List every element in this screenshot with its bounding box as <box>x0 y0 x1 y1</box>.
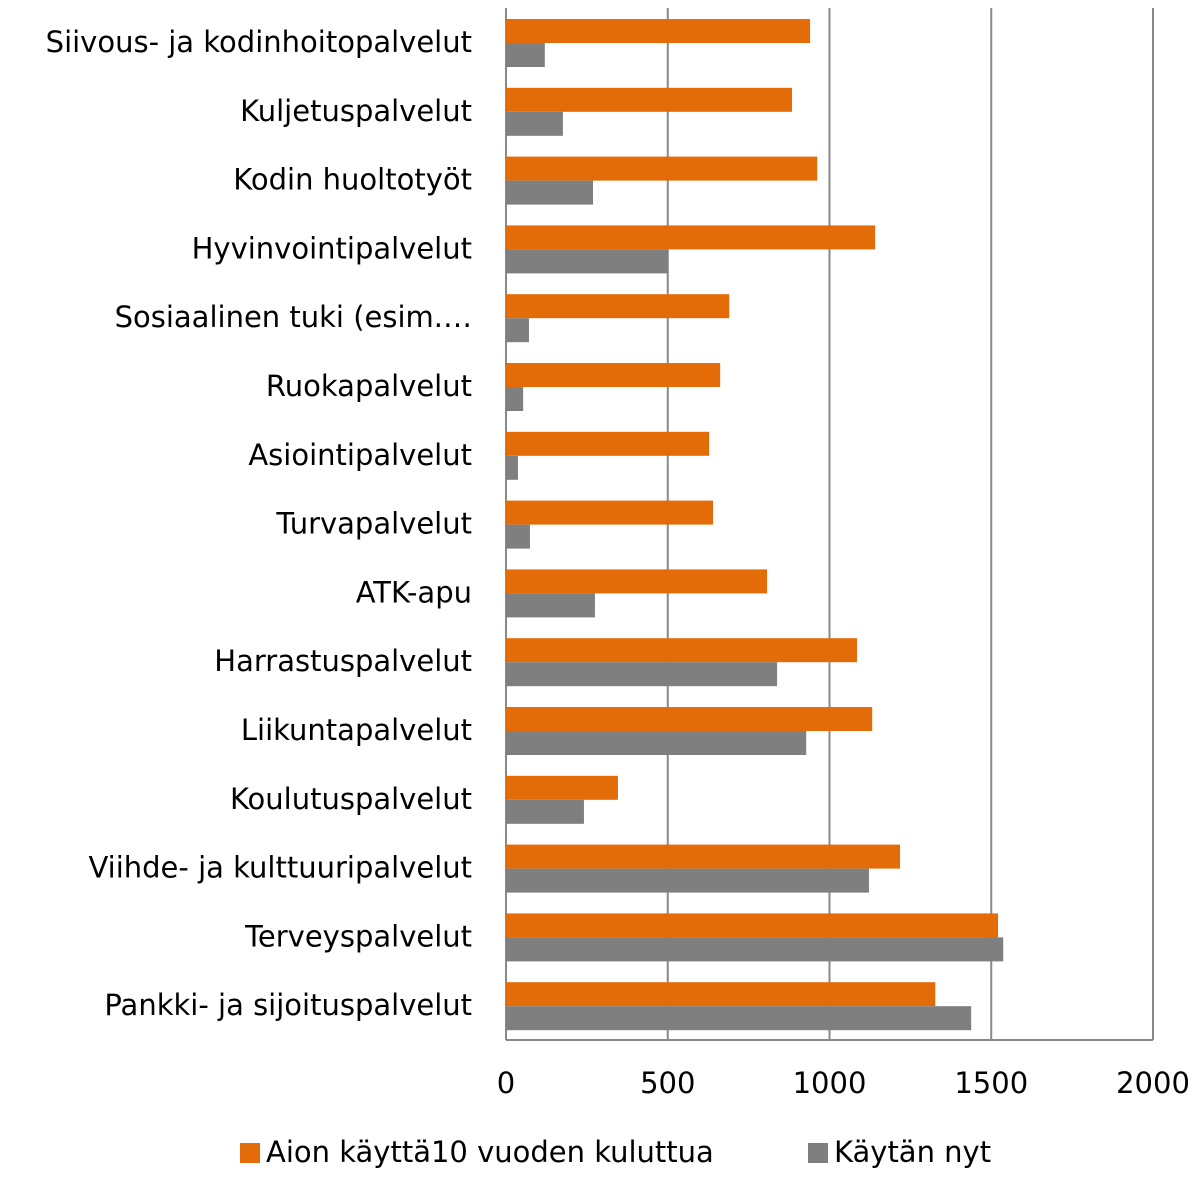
x-tick-label: 2000 <box>1116 1066 1190 1100</box>
bar <box>506 294 730 319</box>
bar <box>506 318 529 343</box>
bar <box>506 43 545 67</box>
bar <box>506 593 595 618</box>
y-tick-label: Terveyspalvelut <box>244 919 472 953</box>
bar <box>506 982 936 1007</box>
bar <box>506 638 857 663</box>
bar <box>506 524 530 549</box>
bar <box>506 19 811 43</box>
y-tick-label: Hyvinvointipalvelut <box>192 231 472 265</box>
bar <box>506 249 669 274</box>
y-tick-label: Liikuntapalvelut <box>241 713 472 747</box>
y-tick-label: Kuljetuspalvelut <box>240 94 472 128</box>
y-tick-label: Sosiaalinen tuki (esim.… <box>115 300 472 334</box>
bar <box>506 455 518 480</box>
bar <box>506 731 807 755</box>
bar <box>506 180 594 205</box>
y-tick-label: Kodin huoltotyöt <box>233 163 472 197</box>
x-tick-label: 500 <box>640 1066 695 1100</box>
bar <box>506 937 1004 962</box>
bar <box>506 111 563 136</box>
y-tick-label: Ruokapalvelut <box>266 369 472 403</box>
legend-label: Käytän nyt <box>834 1135 991 1169</box>
bar <box>506 363 721 387</box>
y-tick-label: Harrastuspalvelut <box>214 644 472 678</box>
legend-swatch <box>240 1143 260 1163</box>
bar <box>506 844 901 869</box>
bar <box>506 707 873 731</box>
bar <box>506 431 710 456</box>
y-tick-label: Koulutuspalvelut <box>230 782 472 816</box>
x-tick-label: 1500 <box>954 1066 1028 1100</box>
x-tick-label: 0 <box>497 1066 515 1100</box>
bar <box>506 87 792 112</box>
bar <box>506 225 876 250</box>
bar <box>506 662 778 687</box>
bar <box>506 569 768 594</box>
bar <box>506 913 999 938</box>
bar <box>506 1006 972 1031</box>
bar <box>506 775 618 800</box>
y-tick-label: Siivous- ja kodinhoitopalvelut <box>46 25 472 59</box>
bar <box>506 156 818 181</box>
y-tick-label: Turvapalvelut <box>275 507 472 541</box>
bar <box>506 387 524 411</box>
y-tick-label: Pankki- ja sijoituspalvelut <box>104 988 472 1022</box>
y-tick-label: Asiointipalvelut <box>248 438 472 472</box>
legend-label: Aion käyttä10 vuoden kuluttua <box>266 1135 714 1169</box>
bar <box>506 500 714 525</box>
y-tick-label: ATK-apu <box>356 575 472 609</box>
x-tick-label: 1000 <box>793 1066 867 1100</box>
y-tick-label: Viihde- ja kulttuuripalvelut <box>88 851 472 885</box>
bar <box>506 868 869 893</box>
legend-swatch <box>808 1143 828 1163</box>
bar <box>506 799 584 824</box>
